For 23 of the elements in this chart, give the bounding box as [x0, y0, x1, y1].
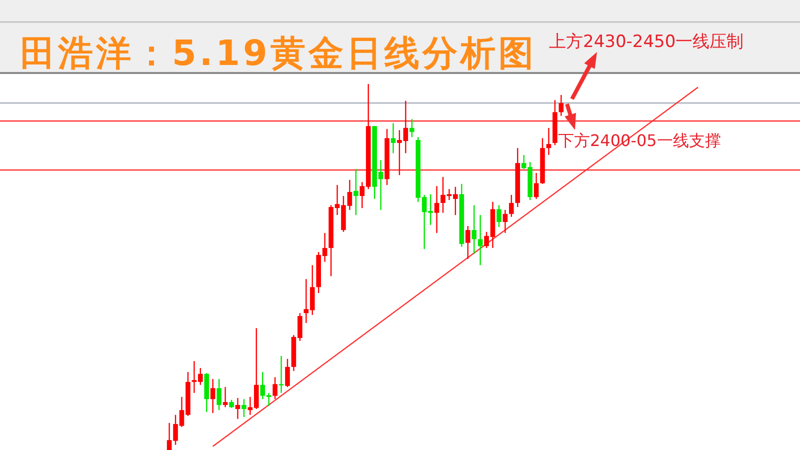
candlestick: [390, 122, 396, 154]
candlestick: [558, 94, 564, 116]
candlestick: [465, 225, 470, 260]
candlestick: [272, 376, 278, 400]
candlestick: [534, 172, 539, 200]
candlestick: [354, 168, 358, 216]
candlestick: [472, 204, 476, 254]
candlestick: [546, 127, 552, 156]
text: 上方2430-2450一线压制: [549, 32, 744, 52]
candlestick: [235, 397, 240, 420]
candlestick: [242, 398, 246, 418]
chart-title: 田浩洋：5.19黄金日线分析图: [20, 34, 536, 74]
candlestick: [222, 386, 228, 408]
candlestick: [216, 378, 222, 411]
candlestick: [509, 194, 514, 218]
candlestick: [478, 214, 483, 266]
candlestick: [434, 186, 440, 234]
candlestick: [278, 355, 284, 394]
candlestick: [502, 209, 508, 234]
candlestick: [285, 358, 290, 388]
candlestick: [409, 118, 414, 138]
candlestick: [210, 378, 216, 414]
candlestick: [496, 204, 502, 228]
